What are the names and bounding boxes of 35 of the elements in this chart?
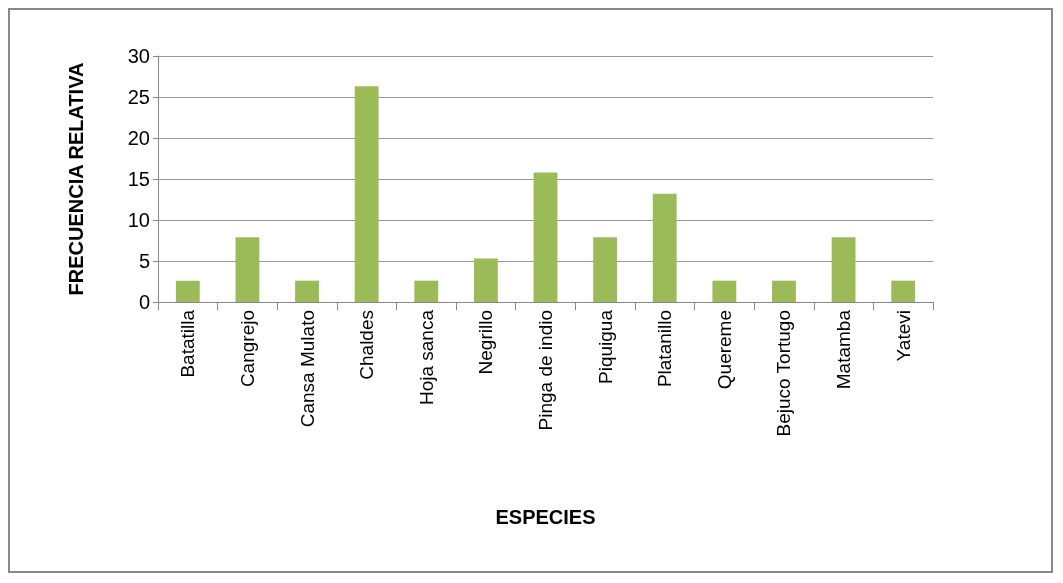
y-tick-label: 25 [127, 86, 150, 108]
x-tick-label: Bejuco Tortugo [773, 310, 795, 437]
x-axis-title: ESPECIES [495, 506, 596, 528]
x-tick-label: Hoja sanca [415, 309, 437, 406]
x-tick-label: Matamba [833, 309, 855, 390]
x-tick-label: Chaldes [356, 310, 378, 380]
x-tick-label: Pinga de indio [535, 310, 556, 431]
x-tick-label: Platanillo [654, 310, 676, 388]
bar [295, 280, 319, 302]
bar [354, 86, 379, 302]
x-tick-label: Piquigua [594, 309, 616, 384]
bar [891, 280, 916, 302]
y-tick-label: 15 [127, 168, 150, 190]
x-tick-label: Cansa Mulato [296, 310, 318, 428]
x-tick-label: Negrillo [475, 310, 497, 375]
x-tick-label: Cangrejo [236, 310, 258, 388]
bar [533, 172, 558, 302]
y-tick-label: 20 [127, 127, 150, 149]
bar [235, 237, 260, 302]
y-tick-label: 30 [127, 45, 150, 67]
x-tick-label: Yatevi [892, 310, 914, 362]
bar [772, 280, 796, 302]
y-tick-label: 5 [138, 250, 150, 272]
bar [414, 280, 439, 302]
y-tick-label: 0 [138, 291, 150, 313]
bar [831, 237, 856, 302]
bar [175, 280, 200, 302]
bar [712, 280, 737, 302]
x-tick-label: Quereme [713, 310, 735, 390]
bar [593, 237, 618, 302]
x-tick-label: Batatilla [177, 309, 199, 378]
y-tick-label: 10 [127, 209, 150, 231]
y-axis-title: FRECUENCIA RELATIVA [65, 62, 87, 296]
bar [473, 258, 498, 302]
bar [652, 193, 677, 302]
